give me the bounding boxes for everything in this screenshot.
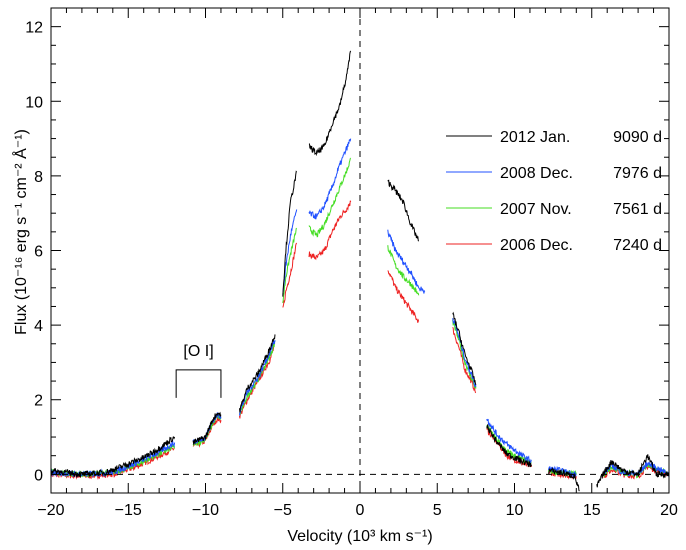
series-segment [486,425,532,464]
series-segment [548,466,580,492]
x-tick-label: −15 [115,502,142,519]
series-segment [387,179,420,242]
series-segment [486,424,532,468]
legend-item: 2007 Nov. 7561 d [446,201,662,218]
reference-lines [51,8,669,493]
series-segment [239,334,276,413]
x-tick-label: 5 [433,502,442,519]
x-tick-labels: −20 −15 −10 −5 0 5 10 15 20 [37,502,678,519]
series-segment [308,200,352,261]
y-tick-label: 6 [34,244,43,261]
series-segment [308,157,352,238]
series-segment [486,418,532,464]
y-tick-label: 2 [34,393,43,410]
x-tick-label: 15 [583,502,601,519]
series-2012-jan [50,50,670,492]
series-segment [282,242,298,308]
legend-label: 2006 Dec. [500,237,573,254]
series-segment [282,170,298,297]
series-segment [452,311,477,385]
legend-age: 9090 d [613,129,662,146]
x-tick-label: −5 [274,502,292,519]
y-tick-label: 0 [34,467,43,484]
legend-label: 2008 Dec. [500,165,573,182]
oi-label: [O I] [183,343,213,360]
x-tick-label: 10 [506,502,524,519]
legend-label: 2012 Jan. [500,129,570,146]
legend-age: 7561 d [613,201,662,218]
y-tick-label: 4 [34,318,43,335]
series-segment [452,326,477,394]
series-segment [282,227,298,304]
series-segment [192,411,222,446]
series-segment [387,245,420,296]
x-tick-label: −10 [192,502,219,519]
y-tick-label: 12 [25,20,43,37]
series-segment [308,138,352,220]
plot-series-group [50,50,670,492]
y-axis-title: Flux (10⁻¹⁶ erg s⁻¹ cm⁻² Å⁻¹) [11,129,30,335]
legend-age: 7240 d [613,237,662,254]
series-segment [603,460,670,477]
series-segment [596,454,670,488]
series-segment [452,318,477,387]
series-segment [387,229,426,294]
series-segment [282,209,298,295]
legend-age: 7976 d [613,165,662,182]
x-tick-label: −20 [37,502,64,519]
y-tick-labels: 0 2 4 6 8 10 12 [25,20,43,485]
legend-item: 2008 Dec. 7976 d [446,165,662,182]
x-tick-label: 20 [660,502,678,519]
y-tick-label: 10 [25,94,43,111]
oi-annotation: [O I] [175,343,222,398]
series-segment [308,50,352,157]
series-segment [387,270,420,323]
legend-item: 2012 Jan. 9090 d [446,129,662,146]
series-segment [50,436,176,478]
x-axis-title: Velocity (10³ km s⁻¹) [287,528,432,545]
series-segment [239,339,276,416]
x-tick-label: 0 [356,502,365,519]
legend: 2012 Jan. 9090 d 2008 Dec. 7976 d 2007 Nov. 7… [446,129,662,254]
y-tick-label: 8 [34,169,43,186]
oi-bracket-line [175,369,222,398]
legend-item: 2006 Dec. 7240 d [446,237,662,254]
axis-ticks [50,8,670,493]
legend-label: 2007 Nov. [500,201,572,218]
